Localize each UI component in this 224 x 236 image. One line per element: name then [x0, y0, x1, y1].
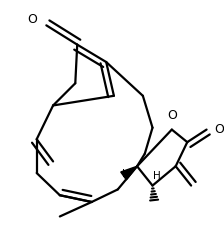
Polygon shape [121, 166, 137, 180]
Text: O: O [27, 13, 37, 26]
Text: H: H [122, 169, 129, 179]
Text: O: O [214, 123, 224, 136]
Text: O: O [167, 109, 177, 122]
Text: H: H [153, 171, 160, 181]
